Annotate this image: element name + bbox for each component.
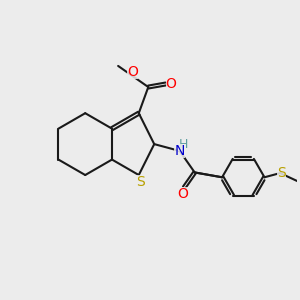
Text: H: H xyxy=(178,138,188,151)
Text: O: O xyxy=(127,64,138,79)
Text: O: O xyxy=(166,77,176,91)
Text: N: N xyxy=(174,144,185,158)
Text: O: O xyxy=(177,187,188,201)
Text: S: S xyxy=(277,166,286,180)
Text: S: S xyxy=(136,175,145,188)
